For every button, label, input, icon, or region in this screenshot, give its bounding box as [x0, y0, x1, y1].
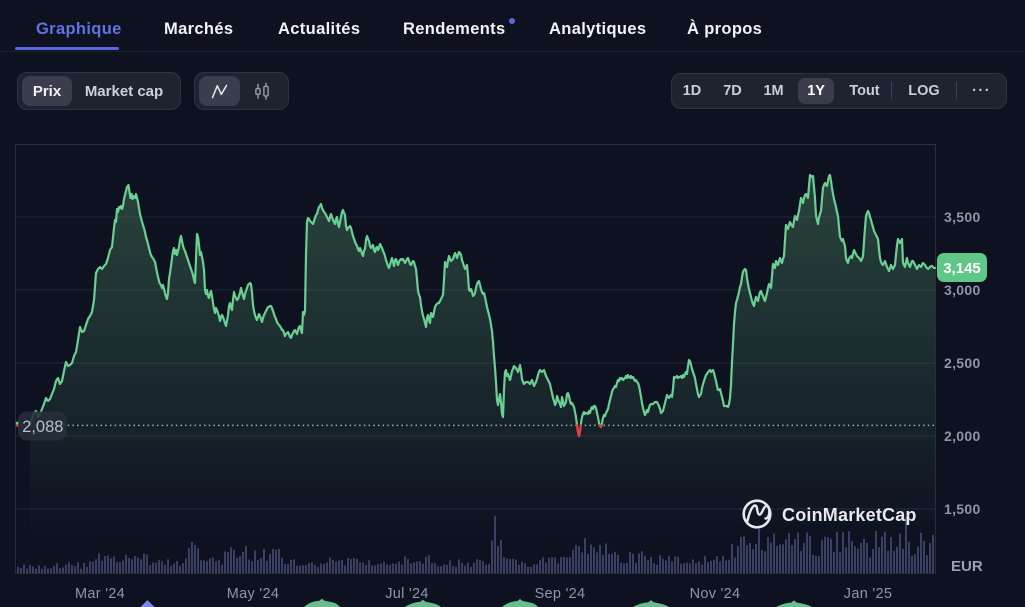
svg-text:1,500: 1,500: [944, 501, 981, 517]
svg-text:2,500: 2,500: [944, 355, 981, 371]
svg-text:3,500: 3,500: [944, 209, 981, 225]
svg-text:2,088: 2,088: [22, 418, 63, 436]
svg-text:Jul '24: Jul '24: [385, 586, 429, 602]
svg-text:Nov '24: Nov '24: [690, 586, 741, 602]
svg-text:EUR: EUR: [951, 558, 983, 575]
svg-text:CoinMarketCap: CoinMarketCap: [782, 505, 917, 525]
svg-text:May '24: May '24: [227, 586, 279, 602]
svg-text:3,000: 3,000: [944, 282, 981, 298]
svg-text:Jan '25: Jan '25: [844, 586, 892, 602]
svg-text:Sep '24: Sep '24: [535, 586, 586, 602]
svg-text:3,145: 3,145: [943, 260, 981, 277]
svg-text:2,000: 2,000: [944, 428, 981, 444]
svg-text:Mar '24: Mar '24: [75, 586, 125, 602]
